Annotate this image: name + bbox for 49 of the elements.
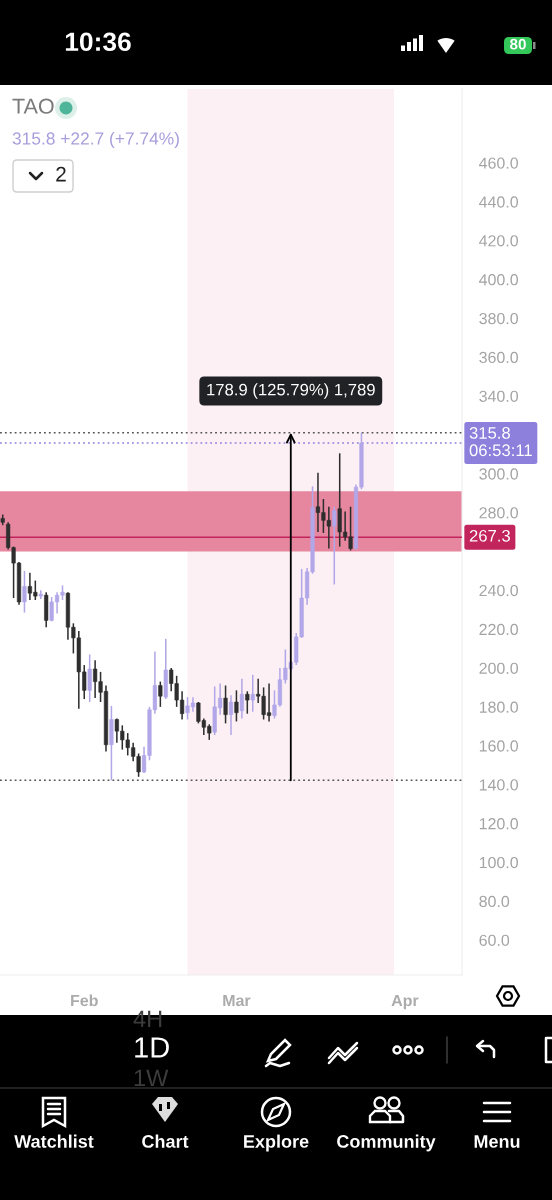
text: Community	[337, 1134, 436, 1152]
ref-line-label: 315.8 06:53:11	[469, 427, 532, 457]
y-tick-label: 280.0	[479, 507, 519, 519]
y-tick-label: 380.0	[479, 312, 519, 325]
text: Watchlist	[14, 1134, 94, 1148]
y-tick-label: 300.0	[479, 468, 519, 480]
candlestick	[22, 570, 27, 614]
y-tick-label: 160.0	[479, 740, 519, 752]
y-tick-label: 80.0	[479, 895, 510, 908]
y-tick-label: 200.0	[479, 662, 519, 674]
y-tick-label: 460.0	[479, 157, 519, 169]
y-tick-label: 220.0	[479, 623, 519, 636]
candlestick	[87, 653, 92, 703]
text: Explore	[244, 1134, 309, 1152]
candlestick	[245, 690, 250, 715]
text: 10:36	[65, 32, 131, 52]
text: Chart	[142, 1134, 189, 1148]
text: 4H	[133, 1010, 162, 1028]
x-tick-label: Mar	[223, 995, 251, 1007]
x-tick-label: Feb	[71, 994, 98, 1007]
text: Menu	[474, 1135, 520, 1148]
candlestick	[228, 694, 234, 736]
y-tick-label: 60.0	[479, 934, 510, 946]
text: 315.8 +22.7 (+7.74%)	[12, 131, 179, 149]
y-tick-label: 340.0	[479, 390, 519, 402]
candlestick	[250, 674, 255, 713]
candlestick	[239, 677, 244, 720]
y-tick-label: 180.0	[479, 701, 519, 713]
text: 1D	[135, 1037, 169, 1058]
text: 80	[509, 38, 526, 50]
candlestick	[234, 689, 239, 723]
ref-line-label: 267.3	[469, 529, 510, 542]
y-tick-label: 100.0	[479, 856, 519, 869]
candlestick	[332, 505, 337, 586]
y-tick-label: 440.0	[479, 196, 519, 208]
candlestick	[223, 684, 228, 725]
y-tick-label: 400.0	[479, 274, 519, 286]
x-tick-label: Apr	[391, 995, 419, 1010]
annotation: 178.9 (125.79%) 1,789	[207, 383, 375, 399]
y-tick-label: 420.0	[479, 235, 519, 247]
y-tick-label: 240.0	[479, 584, 519, 597]
y-tick-label: 360.0	[479, 351, 519, 364]
text: 1W	[134, 1069, 169, 1087]
y-tick-label: 140.0	[479, 779, 519, 791]
candlestick	[158, 680, 163, 708]
y-tick-label: 120.0	[479, 818, 519, 830]
annotation: 2	[56, 166, 66, 182]
chart-title: TAO	[12, 98, 54, 114]
candlestick	[38, 589, 43, 600]
